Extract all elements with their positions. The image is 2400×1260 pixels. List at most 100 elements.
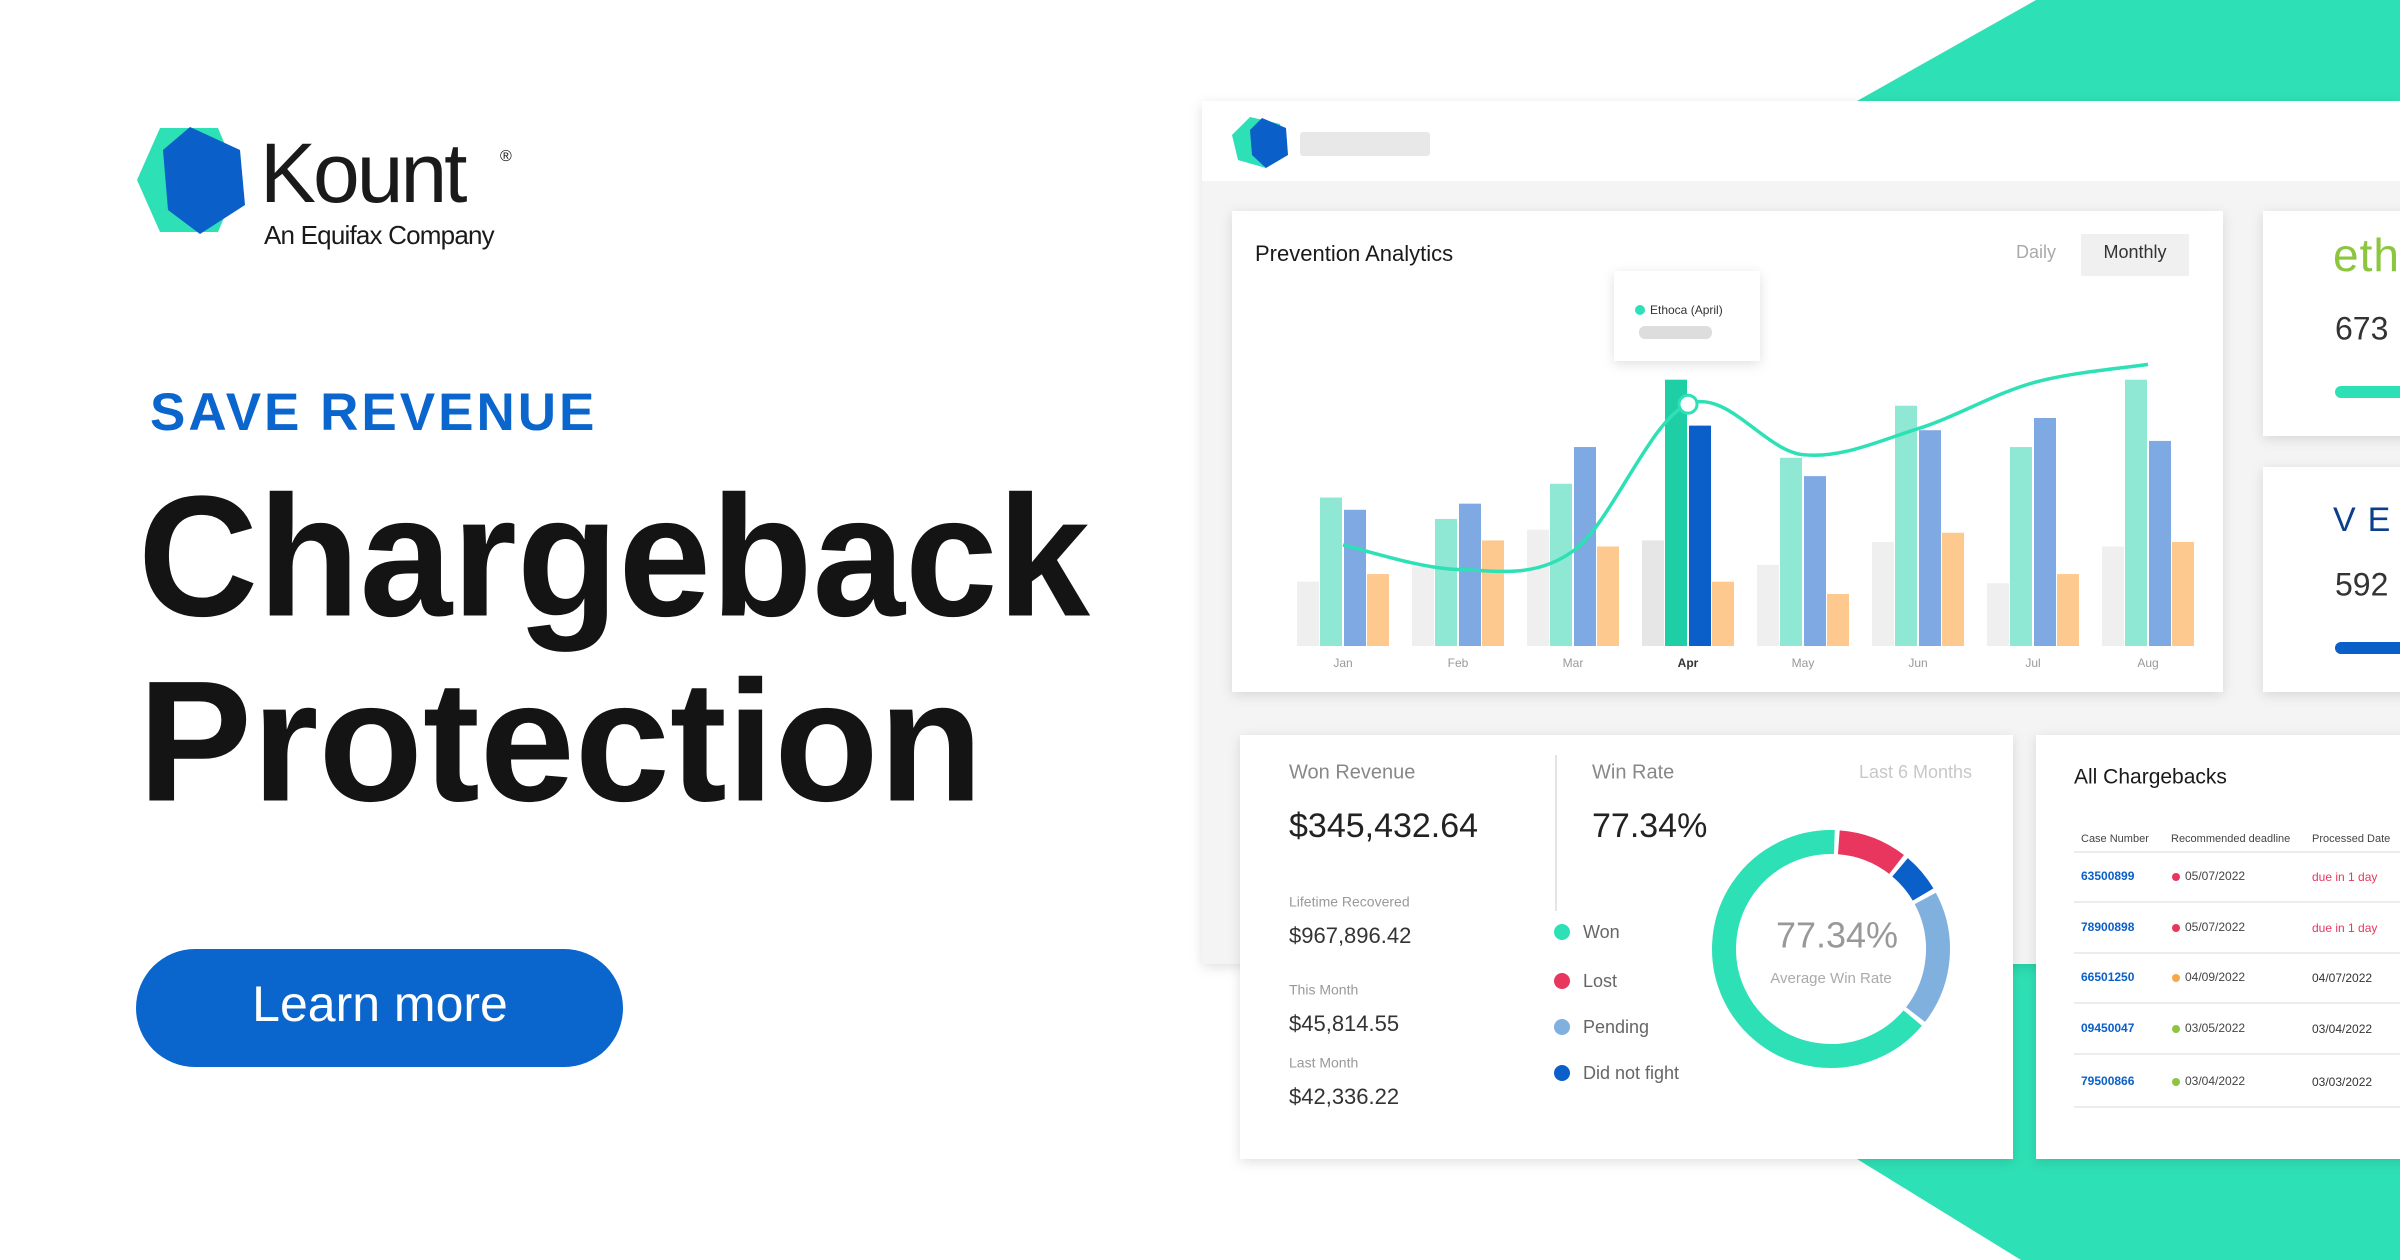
tooltip-dot xyxy=(1635,305,1645,315)
bar xyxy=(1895,405,1917,646)
x-tick-label: Jun xyxy=(1908,656,1927,670)
card-title: All Chargebacks xyxy=(2074,766,2227,789)
brand-logo xyxy=(137,127,245,234)
bar xyxy=(1942,532,1964,646)
status-dot xyxy=(2172,1078,2180,1086)
brand-name: Kount xyxy=(260,126,467,220)
tab[interactable]: Daily xyxy=(2016,242,2056,262)
chargebacks-card xyxy=(2036,735,2400,1159)
tooltip-placeholder xyxy=(1639,326,1712,339)
tooltip-text: Ethoca (April) xyxy=(1650,303,1723,317)
table-header: Case Number xyxy=(2081,833,2149,845)
label: Won Revenue xyxy=(1289,761,1415,783)
donut-label: Average Win Rate xyxy=(1770,970,1891,987)
stat-value: $967,896.42 xyxy=(1289,923,1411,948)
bar xyxy=(2149,440,2171,646)
deadline: 04/09/2022 xyxy=(2185,970,2245,984)
bar xyxy=(1780,457,1802,646)
bar xyxy=(1827,593,1849,646)
table-header: Processed Date xyxy=(2312,833,2390,845)
bar xyxy=(1320,497,1342,646)
partner-bar xyxy=(2335,386,2400,398)
bar xyxy=(1919,430,1941,646)
deadline: 03/04/2022 xyxy=(2185,1074,2245,1088)
stat-value: $45,814.55 xyxy=(1289,1011,1399,1036)
bar xyxy=(1550,483,1572,646)
bar xyxy=(1459,503,1481,646)
bar xyxy=(1297,581,1319,646)
case-number[interactable]: 63500899 xyxy=(2081,869,2135,883)
processed: due in 1 day xyxy=(2312,870,2377,884)
stat-label: This Month xyxy=(1289,982,1358,998)
bar xyxy=(1872,541,1894,646)
bar xyxy=(1344,509,1366,646)
bar xyxy=(1435,518,1457,646)
bar xyxy=(2172,541,2194,646)
bar xyxy=(2010,447,2032,646)
donut-segment xyxy=(1712,830,1922,1068)
donut-segment xyxy=(1892,858,1934,901)
x-tick-label: Jan xyxy=(1333,656,1352,670)
partner-logo: VE xyxy=(2333,501,2400,539)
eyebrow: SAVE REVENUE xyxy=(150,383,597,442)
deadline: 03/05/2022 xyxy=(2185,1021,2245,1035)
partner-logo: eth xyxy=(2333,229,2400,281)
mini-logo-front xyxy=(1250,118,1288,168)
stat-value: $42,336.22 xyxy=(1289,1084,1399,1109)
processed: due in 1 day xyxy=(2312,921,2377,935)
stat-label: Lifetime Recovered xyxy=(1289,894,1410,910)
bar xyxy=(1689,425,1711,646)
case-number[interactable]: 09450047 xyxy=(2081,1021,2135,1035)
bar xyxy=(1987,583,2009,646)
partner-card xyxy=(2263,211,2400,436)
learn-more-button[interactable] xyxy=(136,949,623,1067)
processed: 04/07/2022 xyxy=(2312,971,2372,985)
legend-dot xyxy=(1554,973,1570,989)
donut-value: 77.34% xyxy=(1776,915,1898,956)
bar xyxy=(2057,574,2079,646)
processed: 03/04/2022 xyxy=(2312,1022,2372,1036)
bar xyxy=(1482,540,1504,646)
headline: Chargeback xyxy=(138,460,1090,652)
bar xyxy=(1757,564,1779,646)
partner-card xyxy=(2263,467,2400,692)
legend-label: Lost xyxy=(1583,971,1617,991)
button-label: Learn more xyxy=(252,976,508,1032)
case-number[interactable]: 66501250 xyxy=(2081,970,2135,984)
tab[interactable]: Monthly xyxy=(2103,242,2166,262)
x-tick-label: May xyxy=(1792,656,1815,670)
legend-label: Won xyxy=(1583,922,1620,942)
case-number[interactable]: 78900898 xyxy=(2081,920,2135,934)
partner-bar xyxy=(2335,642,2400,654)
partner-value: 592 xyxy=(2335,566,2388,602)
legend-label: Did not fight xyxy=(1583,1063,1679,1083)
bar xyxy=(2125,379,2147,646)
legend-dot xyxy=(1554,1065,1570,1081)
donut-segment xyxy=(1905,892,1950,1022)
brand-registered: ® xyxy=(500,148,512,165)
bar xyxy=(1574,447,1596,646)
table-header: Recommended deadline xyxy=(2171,833,2290,845)
line-point xyxy=(1677,393,1699,415)
value: 77.34% xyxy=(1592,807,1707,845)
label: Win Rate xyxy=(1592,761,1674,783)
value: $345,432.64 xyxy=(1289,807,1478,845)
card-title: Prevention Analytics xyxy=(1255,241,1453,266)
bar xyxy=(1642,540,1664,646)
case-number[interactable]: 79500866 xyxy=(2081,1074,2135,1088)
line xyxy=(1342,362,2149,574)
partner-value: 673 xyxy=(2335,310,2388,346)
bar xyxy=(1712,581,1734,646)
bar xyxy=(1412,566,1434,646)
bar xyxy=(1527,529,1549,646)
period: Last 6 Months xyxy=(1859,762,1972,782)
status-dot xyxy=(2172,974,2180,982)
legend-label: Pending xyxy=(1583,1017,1649,1037)
x-tick-label: Apr xyxy=(1678,656,1699,670)
bar xyxy=(2102,546,2124,646)
bar xyxy=(1804,476,1826,646)
stat-label: Last Month xyxy=(1289,1055,1358,1071)
deadline: 05/07/2022 xyxy=(2185,920,2245,934)
x-tick-label: Aug xyxy=(2137,656,2158,670)
